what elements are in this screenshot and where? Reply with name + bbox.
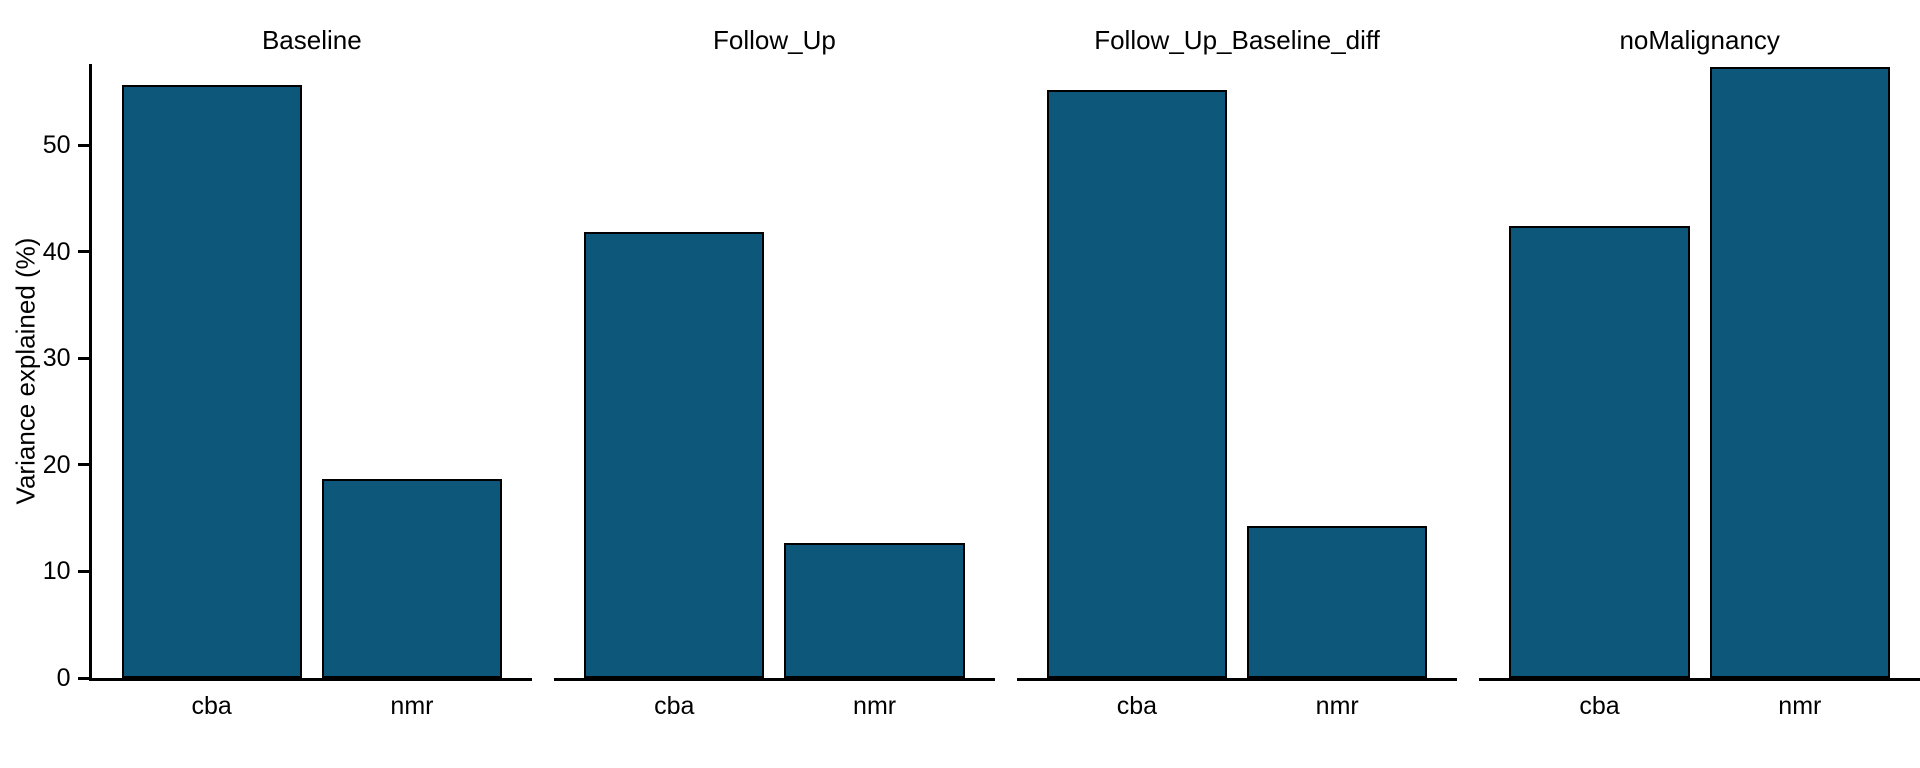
y-tick-label: 40 bbox=[42, 237, 71, 266]
y-tick-mark bbox=[77, 356, 89, 360]
y-tick-label: 50 bbox=[42, 131, 71, 159]
x-category-label-nmr: nmr bbox=[1315, 692, 1359, 720]
x-category-label-cba: cba bbox=[1579, 692, 1620, 720]
y-tick-label: 20 bbox=[42, 450, 71, 479]
x-category-label-nmr: nmr bbox=[853, 692, 897, 720]
y-tick-label: 10 bbox=[42, 557, 71, 586]
x-category-label-cba: cba bbox=[191, 692, 232, 720]
x-axis-line bbox=[1016, 678, 1458, 681]
bar-Follow_Up_Baseline_diff-nmr bbox=[1247, 525, 1428, 678]
x-axis-line bbox=[1479, 678, 1920, 681]
x-category-label-nmr: nmr bbox=[390, 692, 434, 720]
x-category-label-nmr: nmr bbox=[1778, 692, 1822, 720]
y-tick-mark bbox=[77, 143, 89, 147]
x-category-label-cba: cba bbox=[1116, 692, 1158, 720]
y-tick-mark bbox=[77, 463, 89, 467]
facet-title: Follow_Up bbox=[713, 25, 836, 55]
x-axis-line bbox=[554, 678, 995, 681]
y-tick-label: 0 bbox=[56, 664, 71, 692]
bar-noMalignancy-nmr bbox=[1709, 67, 1890, 678]
y-tick-mark bbox=[77, 250, 89, 254]
facet-title: Baseline bbox=[261, 25, 362, 55]
facet-panel-noMalignancy: noMalignancy cba nmr bbox=[1479, 0, 1920, 768]
bar-Baseline-nmr bbox=[321, 478, 503, 678]
bar-Baseline-cba bbox=[121, 85, 302, 678]
bar-Follow_Up_Baseline_diff-cba bbox=[1046, 89, 1227, 678]
y-tick-mark bbox=[77, 676, 89, 680]
x-axis-line bbox=[91, 678, 533, 681]
facet-panel-Baseline: Baseline cba nmr bbox=[91, 0, 533, 768]
x-category-label-cba: cba bbox=[654, 692, 695, 720]
bar-Follow_Up-cba bbox=[584, 232, 765, 678]
y-tick-label: 30 bbox=[42, 344, 71, 373]
bar-noMalignancy-cba bbox=[1509, 226, 1690, 678]
y-axis-line bbox=[88, 64, 92, 681]
facet-title: noMalignancy bbox=[1619, 25, 1780, 55]
y-tick-mark bbox=[77, 569, 89, 573]
facet-title: Follow_Up_Baseline_diff bbox=[1094, 25, 1380, 55]
bar-Follow_Up-nmr bbox=[784, 542, 965, 678]
